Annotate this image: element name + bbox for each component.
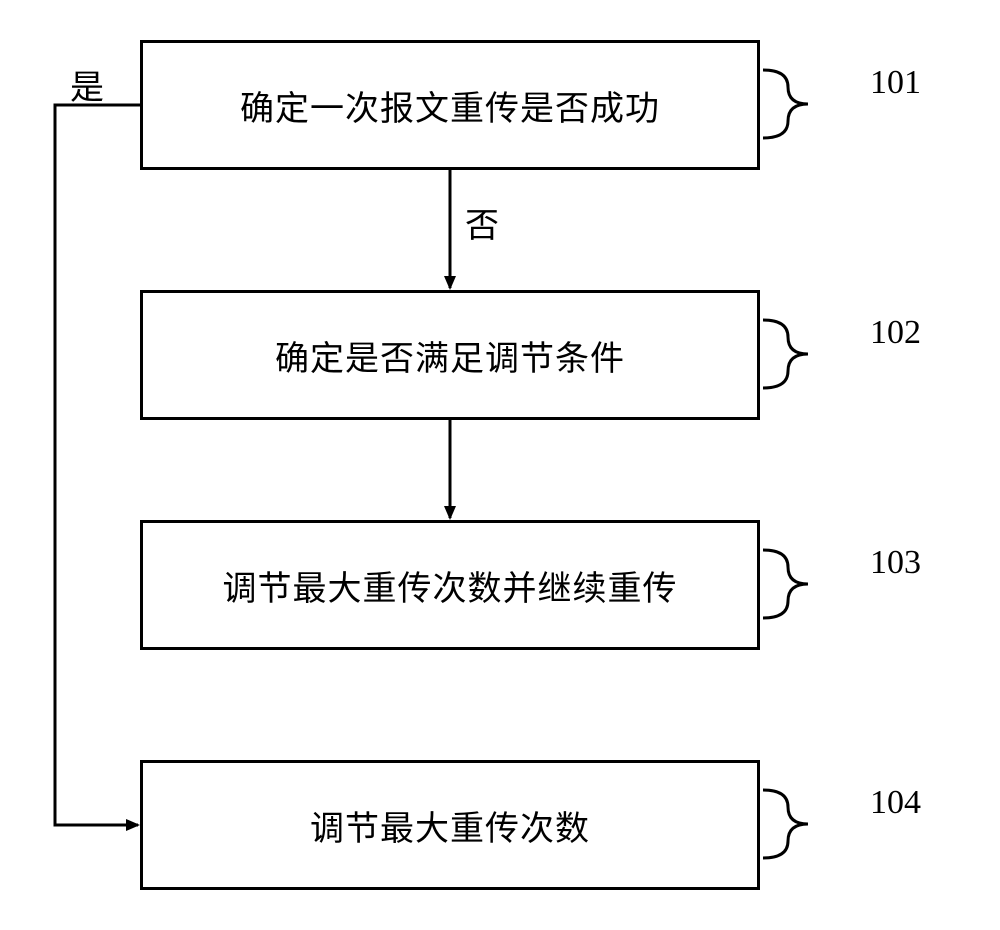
node-104-text: 调节最大重传次数 — [310, 801, 590, 850]
step-label-101: 101 — [870, 64, 921, 102]
edge-101-to-104-yes — [55, 105, 140, 825]
flowchart-canvas: 确定一次报文重传是否成功 确定是否满足调节条件 调节最大重传次数并继续重传 调节… — [0, 0, 1000, 930]
brace-102 — [763, 320, 808, 388]
step-label-102: 102 — [870, 314, 921, 352]
brace-101 — [763, 70, 808, 138]
edge-label-yes: 是 — [70, 60, 104, 109]
node-102-text: 确定是否满足调节条件 — [275, 331, 625, 380]
brace-104 — [763, 790, 808, 858]
edge-label-no: 否 — [465, 198, 499, 247]
node-103: 调节最大重传次数并继续重传 — [140, 520, 760, 650]
step-label-103: 103 — [870, 544, 921, 582]
node-101: 确定一次报文重传是否成功 — [140, 40, 760, 170]
brace-103 — [763, 550, 808, 618]
node-103-text: 调节最大重传次数并继续重传 — [223, 561, 678, 610]
node-102: 确定是否满足调节条件 — [140, 290, 760, 420]
node-101-text: 确定一次报文重传是否成功 — [240, 81, 660, 130]
step-label-104: 104 — [870, 784, 921, 822]
node-104: 调节最大重传次数 — [140, 760, 760, 890]
